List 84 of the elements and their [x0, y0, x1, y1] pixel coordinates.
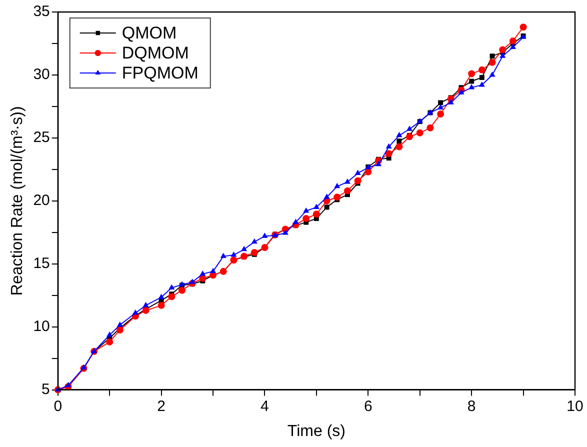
- point: [468, 70, 476, 78]
- point: [406, 126, 413, 131]
- point: [282, 230, 288, 235]
- legend-label: QMOM: [122, 24, 177, 43]
- point: [168, 293, 176, 300]
- point: [396, 138, 402, 144]
- point: [396, 132, 402, 138]
- point: [396, 143, 403, 150]
- point: [178, 286, 186, 294]
- x-tick-label: 10: [566, 398, 584, 415]
- point: [520, 24, 527, 31]
- point: [438, 104, 444, 110]
- x-tick-label: 0: [54, 398, 62, 415]
- y-axis-title: Reaction Rate (mol/(m³·s)): [9, 106, 26, 296]
- point: [334, 182, 340, 188]
- point: [210, 268, 216, 274]
- point: [385, 150, 392, 158]
- point: [106, 332, 113, 337]
- point: [302, 215, 310, 222]
- point: [116, 321, 123, 327]
- point: [230, 252, 237, 257]
- point: [386, 143, 392, 148]
- point: [158, 302, 165, 309]
- point: [426, 124, 434, 132]
- y-tick-label: 30: [33, 66, 50, 84]
- point: [200, 270, 206, 276]
- point: [458, 89, 464, 94]
- point: [303, 207, 310, 213]
- point: [479, 75, 484, 80]
- point: [324, 194, 330, 199]
- point: [220, 252, 226, 258]
- point: [406, 133, 414, 140]
- point: [142, 302, 149, 308]
- point: [189, 278, 196, 284]
- y-tick-label: 20: [33, 192, 50, 210]
- x-tick-label: 4: [260, 398, 269, 415]
- point: [324, 204, 330, 210]
- point: [500, 52, 506, 58]
- point: [132, 309, 138, 315]
- point: [168, 284, 175, 290]
- point: [499, 46, 506, 54]
- point: [344, 187, 351, 194]
- y-tick-label: 35: [33, 3, 50, 20]
- point: [251, 238, 258, 244]
- point: [312, 210, 320, 218]
- point: [375, 160, 382, 166]
- point: [116, 326, 124, 334]
- point: [354, 177, 362, 184]
- legend-label: DQMOM: [122, 44, 189, 63]
- point: [199, 274, 206, 282]
- point: [241, 246, 248, 252]
- point: [448, 99, 454, 104]
- point: [106, 338, 114, 346]
- point: [250, 249, 258, 256]
- legend-label: FPQMOM: [122, 64, 198, 83]
- point: [364, 168, 372, 176]
- point: [478, 82, 485, 87]
- point: [438, 100, 444, 106]
- point: [292, 218, 299, 224]
- point: [478, 66, 486, 74]
- point: [437, 110, 444, 118]
- y-tick-label: 15: [33, 255, 50, 272]
- x-axis-title: Time (s): [287, 422, 346, 440]
- point: [262, 232, 268, 238]
- point: [65, 382, 72, 388]
- point: [509, 37, 516, 44]
- point: [510, 44, 516, 50]
- point: [489, 71, 496, 77]
- point: [313, 204, 320, 209]
- point: [344, 178, 350, 184]
- point: [468, 84, 475, 90]
- point: [469, 78, 474, 84]
- point: [416, 129, 424, 136]
- x-tick-label: 8: [467, 398, 476, 415]
- point: [158, 294, 164, 299]
- x-tick-label: 2: [157, 398, 166, 415]
- x-tick-label: 6: [364, 398, 372, 415]
- point: [334, 194, 341, 201]
- point: [354, 170, 361, 175]
- y-tick-label: 5: [42, 380, 50, 398]
- point: [488, 58, 496, 66]
- y-tick-label: 25: [33, 129, 50, 146]
- y-tick-label: 10: [33, 318, 50, 335]
- point: [490, 54, 495, 59]
